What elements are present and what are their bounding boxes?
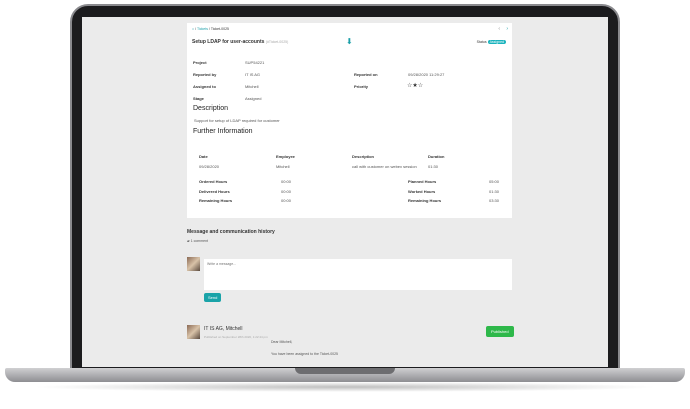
remaining-hours-label: Remaining Hours xyxy=(199,198,233,203)
star-icon[interactable]: ☆ xyxy=(417,83,424,89)
col-date: Date xyxy=(199,154,208,159)
remaining-hours-value: 00:00 xyxy=(281,198,292,203)
published-button[interactable]: Published xyxy=(486,326,514,337)
download-icon[interactable]: ⬇ xyxy=(346,37,353,46)
stage-value: Assigned xyxy=(245,96,262,101)
cell-date: 09/28/2020 xyxy=(199,164,220,169)
planned-hours-label: Planned Hours xyxy=(408,179,437,184)
laptop-shadow xyxy=(30,382,660,392)
ticket-title: Setup LDAP for user-accounts (#Ticket-00… xyxy=(192,39,289,45)
description-text: Support for setup of LDAP required for c… xyxy=(194,118,280,123)
status-badge: Assigned xyxy=(487,40,506,44)
breadcrumb-tickets[interactable]: Tickets xyxy=(196,27,208,31)
priority-label: Priority xyxy=(354,84,369,89)
delivered-hours-value: 00:00 xyxy=(281,189,292,194)
project-label: Project xyxy=(193,60,207,65)
comments-icon: ▰ xyxy=(187,239,190,243)
status: Status Assigned xyxy=(476,40,506,44)
comment-count: ▰ 1 comment xyxy=(187,239,208,243)
laptop-notch xyxy=(295,368,395,374)
reported-on-value: 09/28/2020 11:29:27 xyxy=(408,72,445,77)
ordered-hours-value: 00:00 xyxy=(281,179,292,184)
message-input[interactable] xyxy=(204,259,512,290)
cell-duration: 01:30 xyxy=(428,164,439,169)
assigned-value: Mitchell xyxy=(245,84,259,89)
ticket-card: ⌂ / Tickets / Ticket-0025 ‹ › Setup LDAP… xyxy=(187,23,512,218)
reported-on-label: Reported on xyxy=(354,72,378,77)
worked-hours-label: Worked Hours xyxy=(408,189,436,194)
comment-greeting: Dear Mitchell, xyxy=(271,340,293,344)
description-heading: Description xyxy=(193,105,229,112)
cell-description: call with customer on webex session xyxy=(352,164,417,169)
worked-hours-value: 01:30 xyxy=(489,189,500,194)
laptop-base xyxy=(5,368,685,382)
breadcrumb: ⌂ / Tickets / Ticket-0025 xyxy=(192,27,229,31)
prev-icon[interactable]: ‹ xyxy=(498,26,500,32)
comment-body: You have been assigned to the Ticket-002… xyxy=(271,352,339,356)
home-icon[interactable]: ⌂ xyxy=(192,27,195,31)
col-employee: Employee xyxy=(276,154,295,159)
reported-by-label: Reported by xyxy=(193,72,217,77)
remaining-hours-right-label: Remaining Hours xyxy=(408,198,442,203)
avatar xyxy=(187,257,200,271)
send-button[interactable]: Send xyxy=(204,293,222,302)
next-icon[interactable]: › xyxy=(506,26,508,32)
breadcrumb-current: Ticket-0025 xyxy=(210,27,229,31)
screen: ⌂ / Tickets / Ticket-0025 ‹ › Setup LDAP… xyxy=(82,17,608,367)
priority-stars[interactable]: ☆★☆ xyxy=(407,82,423,89)
planned-hours-value: 05:00 xyxy=(489,179,500,184)
col-duration: Duration xyxy=(428,154,445,159)
author-avatar xyxy=(187,325,200,339)
ordered-hours-label: Ordered Hours xyxy=(199,179,228,184)
stage-label: Stage xyxy=(193,96,204,101)
project-value: SUP54221 xyxy=(245,60,265,65)
delivered-hours-label: Delivered Hours xyxy=(199,189,230,194)
assigned-label: Assigned to xyxy=(193,84,216,89)
messages-heading: Message and communication history xyxy=(187,229,275,235)
comment-date: Published on September 28th 2020, 1:22:4… xyxy=(204,335,268,339)
col-description: Description xyxy=(352,154,375,159)
comment-author: IT IS AG, Mitchell xyxy=(204,326,243,332)
ticket-id: (#Ticket-0025) xyxy=(265,40,289,44)
cell-employee: Mitchell xyxy=(276,164,290,169)
remaining-hours-right-value: 03:30 xyxy=(489,198,500,203)
reported-by-value: IT IS AG xyxy=(245,72,261,77)
further-info-heading: Further Information xyxy=(193,128,253,135)
star-filled-icon[interactable]: ★ xyxy=(412,83,418,89)
star-icon[interactable]: ☆ xyxy=(407,83,413,89)
